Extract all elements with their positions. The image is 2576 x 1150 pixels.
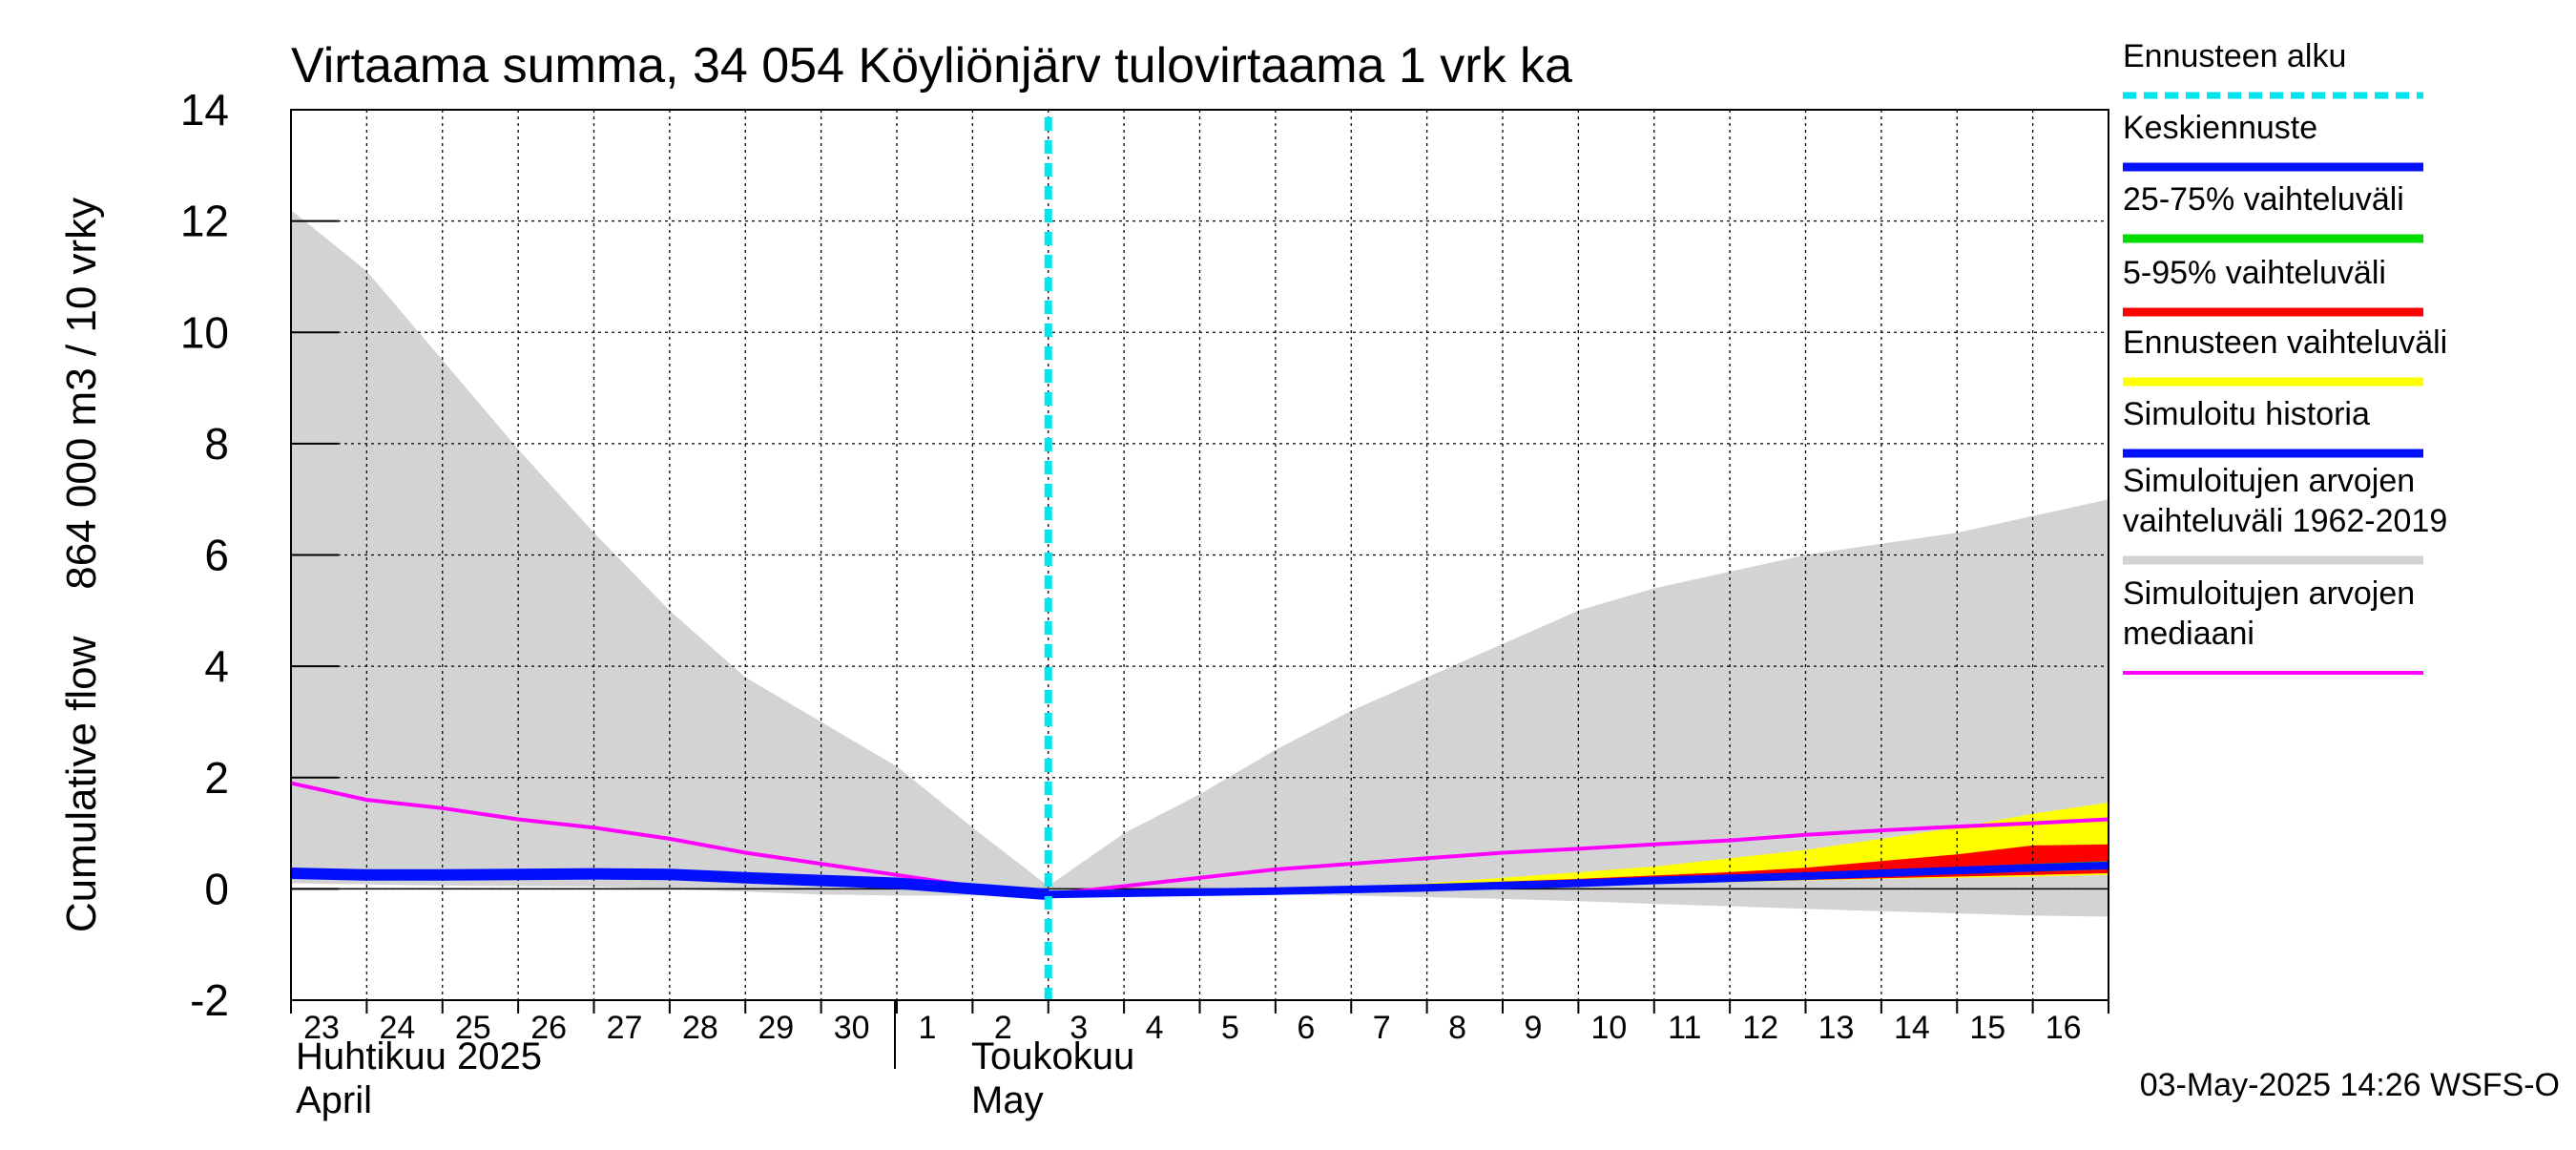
x-tick-label: 9: [1525, 1010, 1543, 1046]
chart-footer: 03-May-2025 14:26 WSFS-O: [2140, 1067, 2560, 1103]
x-tick-label: 13: [1818, 1010, 1855, 1046]
x-tick-label: 27: [607, 1010, 643, 1046]
legend-label: Ennusteen alku: [2123, 38, 2346, 74]
legend-label: vaihteluväli 1962-2019: [2123, 503, 2447, 539]
x-tick-label: 29: [758, 1010, 794, 1046]
x-tick-label: 6: [1297, 1010, 1315, 1046]
x-tick-label: 8: [1448, 1010, 1466, 1046]
x-tick-label: 11: [1668, 1010, 1701, 1046]
x-tick-label: 1: [919, 1010, 937, 1046]
y-tick-label: 10: [180, 307, 229, 357]
legend-label: 25-75% vaihteluväli: [2123, 181, 2404, 218]
x-tick-label: 12: [1742, 1010, 1778, 1046]
legend-label: Ennusteen vaihteluväli: [2123, 324, 2447, 361]
x-tick-label: 26: [530, 1010, 567, 1046]
y-tick-label: 8: [204, 419, 229, 469]
y-tick-label: 2: [204, 753, 229, 803]
y-tick-label: 14: [180, 85, 229, 135]
median-line: [290, 781, 2109, 897]
mean-forecast-line: [1048, 861, 2109, 899]
chart-lines: [290, 117, 2109, 1000]
legend-label: Simuloitujen arvojen: [2123, 575, 2415, 612]
chart-title: Virtaama summa, 34 054 Köyliönjärv tulov…: [291, 38, 1572, 94]
x-tick-label: 5: [1221, 1010, 1239, 1046]
simulated-history-line: [290, 868, 1049, 901]
x-tick-label: 15: [1969, 1010, 2005, 1046]
legend-label: 5-95% vaihteluväli: [2123, 255, 2386, 291]
chart-areas: [291, 210, 2109, 917]
legend-label: mediaani: [2123, 616, 2254, 652]
month-label-may-en: May: [971, 1079, 1044, 1121]
chart-legend: Ennusteen alku Keskiennuste 25-75% vaihtel…: [2123, 38, 2447, 675]
x-tick-label: 28: [682, 1010, 718, 1046]
x-tick-label: 23: [303, 1010, 340, 1046]
month-label-april-en: April: [296, 1079, 372, 1121]
x-tick-label: 25: [455, 1010, 491, 1046]
y-tick-label: -2: [190, 975, 229, 1025]
legend-label: Keskiennuste: [2123, 110, 2317, 146]
historical-range-area: [291, 210, 2109, 917]
x-tick-label: 10: [1590, 1010, 1627, 1046]
month-label-may-fi: Toukokuu: [971, 1035, 1134, 1077]
x-tick-label: 4: [1146, 1010, 1164, 1046]
month-label-april-fi: Huhtikuu 2025: [296, 1035, 542, 1077]
x-tick-label: 3: [1070, 1010, 1088, 1046]
x-tick-label: 14: [1894, 1010, 1930, 1046]
x-tick-label: 30: [834, 1010, 870, 1046]
y-tick-label: 6: [204, 531, 229, 580]
x-tick-label: 24: [379, 1010, 415, 1046]
y-tick-label: 4: [204, 641, 229, 691]
x-tick-label: 2: [994, 1010, 1012, 1046]
x-tick-label: 16: [2046, 1010, 2082, 1046]
y-tick-label: 12: [180, 197, 229, 246]
legend-label: Simuloitu historia: [2123, 396, 2370, 432]
y-axis-label: Cumulative flow 864 000 m3 / 10 vrky: [58, 198, 105, 932]
y-tick-label: 0: [204, 864, 229, 913]
x-tick-label: 7: [1373, 1010, 1391, 1046]
legend-label: Simuloitujen arvojen: [2123, 463, 2415, 499]
